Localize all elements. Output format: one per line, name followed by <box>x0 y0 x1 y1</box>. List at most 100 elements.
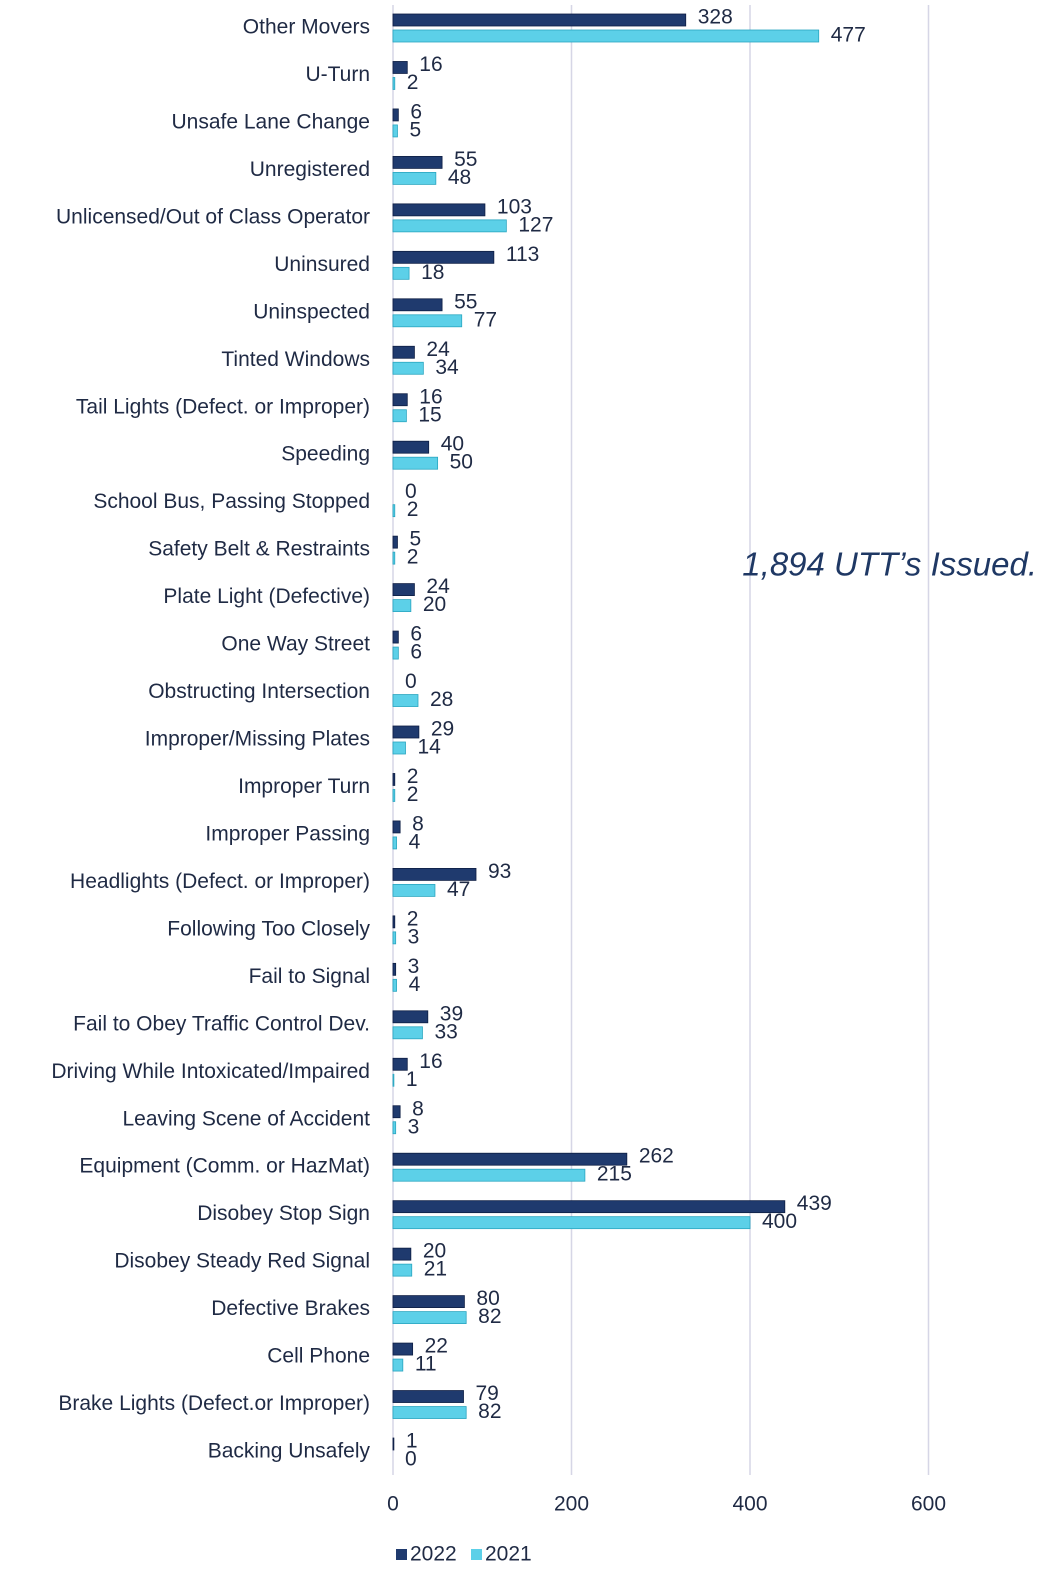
bar <box>392 345 415 359</box>
category-label: Leaving Scene of Accident <box>122 1107 370 1130</box>
category-label: Following Too Closely <box>167 917 370 940</box>
category-label: Uninsured <box>274 253 370 276</box>
value-label: 82 <box>478 1400 501 1423</box>
bar <box>392 456 439 470</box>
bar <box>392 599 412 612</box>
bar <box>392 203 486 217</box>
value-label: 55 <box>454 290 477 313</box>
bar <box>392 124 398 138</box>
bar <box>392 583 415 596</box>
bar <box>392 1406 467 1419</box>
bar <box>392 962 397 976</box>
x-tick-label: 200 <box>554 1493 589 1516</box>
bar <box>392 393 408 407</box>
value-label: 328 <box>698 6 733 29</box>
legend-swatch <box>396 1549 407 1560</box>
category-label: Uninspected <box>253 300 370 323</box>
category-label: Unlicensed/Out of Class Operator <box>56 205 370 228</box>
value-label: 5 <box>409 118 421 141</box>
value-label: 3 <box>408 1115 420 1138</box>
bar <box>392 931 397 945</box>
value-label: 20 <box>423 593 446 616</box>
bar <box>392 884 436 897</box>
category-label: Headlights (Defect. or Improper) <box>70 870 370 893</box>
value-label: 127 <box>518 213 553 236</box>
value-label: 1 <box>406 1068 418 1091</box>
value-label: 48 <box>448 166 471 189</box>
bar <box>392 1263 413 1277</box>
value-label: 2 <box>407 546 419 569</box>
bar <box>392 361 424 375</box>
x-tick-label: 0 <box>387 1493 399 1516</box>
value-label: 24 <box>426 575 450 598</box>
bar <box>392 789 396 802</box>
bar <box>392 725 420 739</box>
value-label: 16 <box>419 1050 442 1073</box>
value-label: 4 <box>409 830 421 853</box>
bar <box>392 1057 408 1071</box>
bar <box>392 978 397 992</box>
value-label: 47 <box>447 878 470 901</box>
bar <box>392 314 463 328</box>
category-label: Brake Lights (Defect.or Improper) <box>58 1392 370 1415</box>
value-label: 2 <box>407 907 419 930</box>
value-label: 80 <box>476 1287 499 1310</box>
category-label: Obstructing Intersection <box>148 680 370 703</box>
bar <box>392 1121 397 1135</box>
value-label: 40 <box>441 433 464 456</box>
bar <box>392 1311 467 1324</box>
bar <box>392 1010 429 1024</box>
legend-swatch <box>471 1549 482 1560</box>
value-label: 2 <box>407 765 419 788</box>
category-label: Unregistered <box>250 158 370 181</box>
value-label: 11 <box>415 1353 437 1376</box>
value-label: 0 <box>405 670 417 693</box>
value-label: 79 <box>476 1382 499 1405</box>
value-label: 16 <box>419 53 442 76</box>
x-tick-label: 400 <box>732 1493 767 1516</box>
category-label: Backing Unsafely <box>208 1440 371 1463</box>
bar <box>392 535 398 549</box>
category-label: Tail Lights (Defect. or Improper) <box>76 395 370 418</box>
legend-label: 2022 <box>410 1543 457 1566</box>
category-label: Unsafe Lane Change <box>172 110 371 133</box>
value-label: 6 <box>410 623 422 646</box>
value-label: 14 <box>417 736 441 759</box>
bar <box>392 820 401 834</box>
category-label: Disobey Stop Sign <box>197 1202 370 1225</box>
value-label: 6 <box>410 641 422 664</box>
bar <box>392 409 407 423</box>
value-label: 55 <box>454 148 477 171</box>
value-label: 50 <box>450 451 473 474</box>
value-label: 2 <box>407 71 419 94</box>
bar <box>392 440 430 454</box>
bar <box>392 504 396 518</box>
value-label: 77 <box>474 308 497 331</box>
value-label: 39 <box>440 1002 463 1025</box>
value-label: 20 <box>423 1240 446 1263</box>
value-label: 6 <box>410 100 422 123</box>
category-label: Plate Light (Defective) <box>163 585 370 608</box>
category-label: Improper/Missing Plates <box>145 728 370 751</box>
value-label: 15 <box>418 403 441 426</box>
value-label: 2 <box>407 498 419 521</box>
bar <box>392 250 495 264</box>
bar <box>392 1295 465 1308</box>
bar <box>392 1342 414 1356</box>
category-label: Equipment (Comm. or HazMat) <box>79 1155 370 1178</box>
bar <box>392 219 507 233</box>
bar <box>392 1247 412 1261</box>
bar <box>392 266 410 280</box>
value-label: 0 <box>405 1448 417 1471</box>
category-label: Improper Turn <box>238 775 370 798</box>
value-label: 5 <box>409 528 421 551</box>
bar <box>392 1105 401 1119</box>
value-label: 400 <box>762 1210 797 1233</box>
value-label: 1 <box>406 1430 418 1453</box>
bar <box>392 77 396 90</box>
bar <box>392 836 397 850</box>
bar <box>392 1200 786 1214</box>
category-label: Safety Belt & Restraints <box>148 538 370 561</box>
bar <box>392 915 396 929</box>
bar <box>392 741 406 755</box>
